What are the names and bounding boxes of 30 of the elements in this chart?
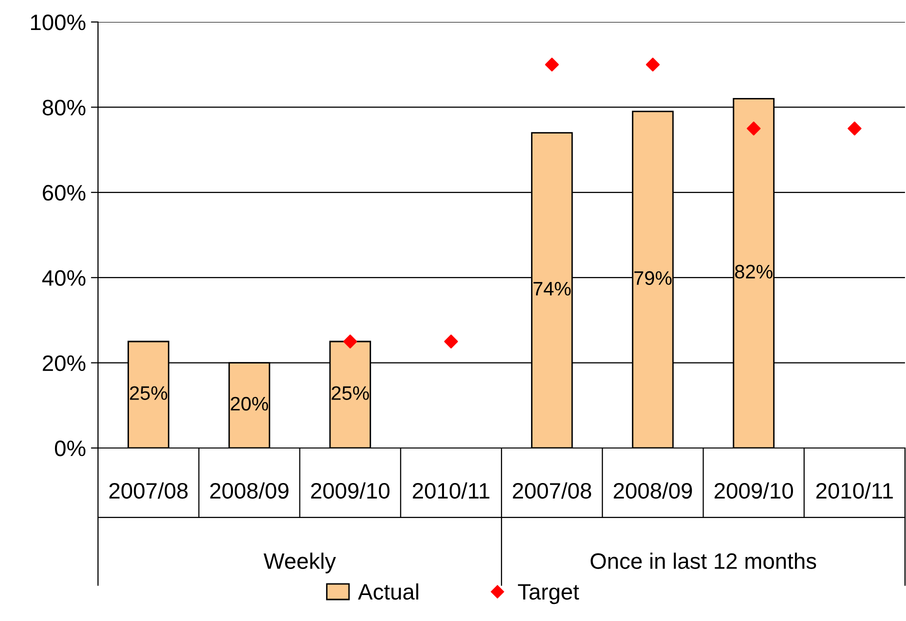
x-tick-label: 2010/11 [412, 482, 490, 499]
y-tick-label: 60% [42, 184, 86, 201]
y-tick-label: 0% [54, 440, 86, 456]
text: Once in last 12 months [590, 552, 816, 569]
x-tick-label: 2010/11 [816, 482, 893, 499]
y-tick-label: 40% [42, 270, 86, 286]
data-label: 25% [130, 386, 168, 400]
x-tick-label: 2009/10 [714, 482, 793, 499]
x-tick-label: 2009/10 [311, 482, 390, 499]
point [746, 122, 761, 136]
point [444, 334, 458, 348]
point [343, 334, 358, 348]
data-label: 25% [332, 386, 369, 400]
x-tick-label: 2008/09 [210, 482, 288, 499]
data-label: 82% [735, 264, 772, 279]
x-tick-label: 2007/08 [109, 482, 188, 499]
y-tick-label: 80% [42, 100, 86, 116]
text: Weekly [264, 552, 336, 574]
data-label: 79% [634, 271, 672, 285]
data-label: 74% [533, 282, 571, 296]
data-label: 20% [230, 396, 268, 411]
legend-label: Actual [358, 583, 418, 600]
x-tick-label: 2007/08 [512, 482, 592, 499]
y-tick-label: 100% [31, 14, 86, 30]
point [545, 58, 559, 72]
y-tick-label: 20% [42, 355, 86, 372]
point [646, 58, 660, 72]
x-tick-label: 2008/09 [614, 482, 692, 499]
point [848, 122, 862, 136]
legend-label: Target [518, 584, 580, 604]
